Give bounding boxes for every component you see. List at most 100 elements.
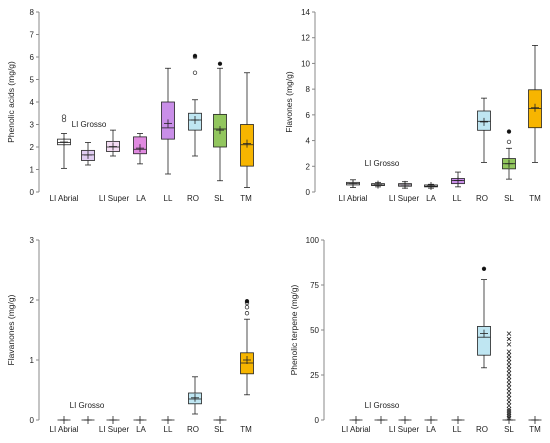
outlier-x [506,414,512,419]
box-tm [528,416,542,424]
y-tick-label: 3 [30,121,35,130]
x-category-label: LI Abrial [50,194,79,203]
box-li-abrial [346,179,360,188]
box-sl [502,129,516,180]
outlier-x [506,336,512,342]
outlier-x [506,367,512,372]
box-la [424,416,438,424]
y-axis-title: Flavones (mg/g) [284,71,294,133]
y-tick-label: 0 [306,188,311,197]
x-category-label: SL [214,425,224,434]
box-li-abrial [57,416,71,424]
chart-panel-1: 0 1 2 3 4 5 6 7 8 Phenolic acids (mg/g) LI Abrial L… [6,8,254,203]
y-tick-label: 2 [30,296,35,305]
outlier-x [506,385,512,390]
outlier-point [61,114,67,119]
x-category-label: RO [187,194,199,203]
outlier-point [481,266,487,271]
x-category-label: LA [136,425,146,434]
outlier-point [506,139,512,145]
outlier-x [506,381,512,387]
box-li-super [398,180,412,189]
y-tick-label: 50 [310,326,319,335]
box-sl [213,416,227,424]
x-category-label: LI Super [389,425,420,434]
outlier-x [506,392,512,398]
outlier-point [244,311,250,316]
box-la [133,416,147,424]
x-category-label: LL [164,425,173,434]
outlier-x [506,403,512,408]
box-sl [213,61,227,182]
box-li-grosso [81,142,95,166]
outlier-x [506,356,512,362]
y-tick-label: 8 [30,8,35,17]
box-ro [477,266,491,369]
box-li-super [106,416,120,424]
x-category-label: LL [453,194,462,203]
y-tick-label: 3 [30,236,35,245]
x-category-label: LA [426,425,436,434]
box-la [133,133,147,165]
box-tm [528,45,542,163]
outlier-x [506,352,512,358]
box-li-super [398,416,412,424]
box-ll [451,416,465,424]
outlier-x [506,415,512,421]
y-tick-label: 4 [306,137,311,146]
outlier-x [506,408,512,414]
x-category-label: LL [453,425,462,434]
x-category-label: SL [214,194,224,203]
box-tm [240,72,254,188]
outlier-x [506,412,512,417]
outlier-x [506,370,512,376]
box-li-super [106,129,120,157]
outlier-x [506,388,512,394]
y-tick-label: 6 [306,111,311,120]
y-tick-label: 1 [30,166,35,175]
chart-panel-4: 0 25 50 75 100 Phenolic terpene (mg/g) LI Abri… [289,236,542,434]
y-tick-label: 6 [30,53,35,62]
box-ro [477,97,491,163]
x-category-label: LI Grosso [365,159,400,168]
outlier-x [506,406,512,412]
y-tick-label: 5 [30,76,35,85]
y-tick-label: 14 [301,8,310,17]
outlier-point [244,305,250,310]
y-axis-title: Phenolic acids (mg/g) [6,61,16,143]
y-tick-label: 75 [310,281,319,290]
y-tick-label: 2 [306,162,311,171]
box-ll [451,171,465,188]
x-category-label: RO [476,194,488,203]
outlier-x [506,331,512,336]
x-category-label: TM [240,425,252,434]
x-category-label: LA [136,194,146,203]
x-category-label: RO [187,425,199,434]
chart-panel-2: 0 2 4 6 8 10 12 14 Flavones (mg/g) LI Abrial LI Gr… [284,8,542,203]
box-li-grosso [371,180,385,189]
x-category-label: LI Grosso [365,401,400,410]
outlier-x [506,349,512,354]
box-ll [161,416,175,424]
box-li-abrial [57,114,71,169]
outlier-x [506,374,512,380]
outlier-point [217,61,223,66]
outlier-point [192,70,198,75]
x-category-label: LI Abrial [342,425,371,434]
x-category-label: TM [240,194,252,203]
box-ll [161,67,175,175]
x-category-label: SL [504,425,514,434]
outlier-x [506,410,512,416]
y-axis-title: Flavanones (mg/g) [6,294,16,365]
outlier-x [506,360,512,365]
box-sl [502,331,516,424]
y-tick-label: 1 [30,356,35,365]
box-tm [240,299,254,396]
x-category-label: LI Grosso [72,120,107,129]
outlier-x [506,342,512,347]
chart-panel-3: 0 1 2 3 Flavanones (mg/g) LI Abrial LI Grosso L… [6,236,254,434]
x-category-label: LI Super [99,194,130,203]
outlier-x [506,363,512,369]
x-category-label: LI Super [389,194,420,203]
